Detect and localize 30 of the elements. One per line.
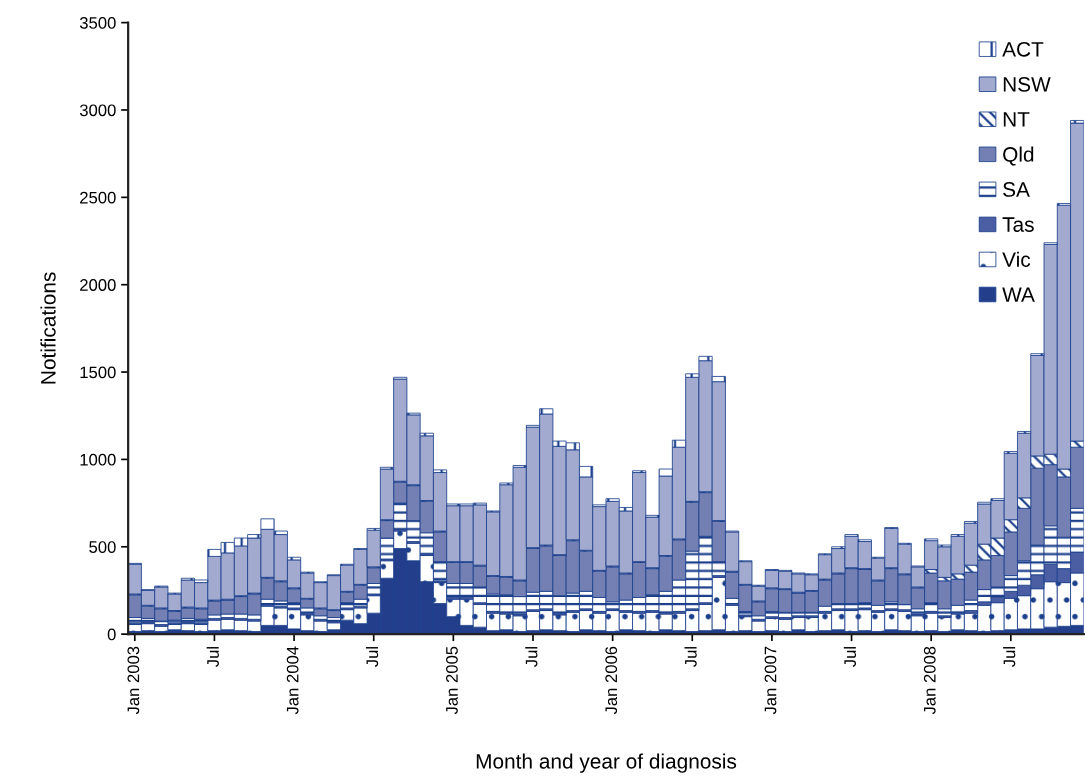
y-axis-title: Notifications xyxy=(40,272,56,384)
x-tick-label: Jul xyxy=(365,647,379,667)
legend-label: Qld xyxy=(1003,146,1034,166)
x-tick-label: Jan 2003 xyxy=(127,646,140,715)
legend-label: NSW xyxy=(1003,76,1051,92)
x-tick-label: Jan 2007 xyxy=(764,646,777,715)
y-tick-label: 1000 xyxy=(80,453,116,466)
y-tick-label: 0 xyxy=(107,628,116,641)
legend-label: Tas xyxy=(1002,217,1034,232)
legend-label: SA xyxy=(1003,182,1030,197)
y-tick-label: 3000 xyxy=(79,104,116,117)
y-tick-label: 500 xyxy=(89,541,116,553)
x-tick-label: Jul xyxy=(684,647,697,667)
legend-label: Vic xyxy=(1002,251,1031,267)
x-tick-label: Jan 2005 xyxy=(446,646,458,715)
x-tick-label: Jul xyxy=(1003,647,1016,667)
x-axis-title: Month and year of diagnosis xyxy=(476,753,737,773)
legend-label: ACT xyxy=(1002,41,1044,57)
y-tick-label: 2500 xyxy=(80,191,116,204)
y-tick-label: 1500 xyxy=(80,366,116,379)
y-tick-label: 2000 xyxy=(80,279,116,291)
x-tick-label: Jul xyxy=(206,647,219,667)
x-tick-label: Jul xyxy=(525,647,538,667)
legend-label: NT xyxy=(1003,112,1030,127)
x-tick-label: Jan 2008 xyxy=(923,646,936,715)
legend-label: WA xyxy=(1002,287,1035,302)
x-tick-label: Jan 2006 xyxy=(605,646,618,715)
x-tick-label: Jan 2004 xyxy=(286,646,299,715)
x-tick-label: Jul xyxy=(843,647,857,667)
y-tick-label: 3500 xyxy=(79,17,116,29)
